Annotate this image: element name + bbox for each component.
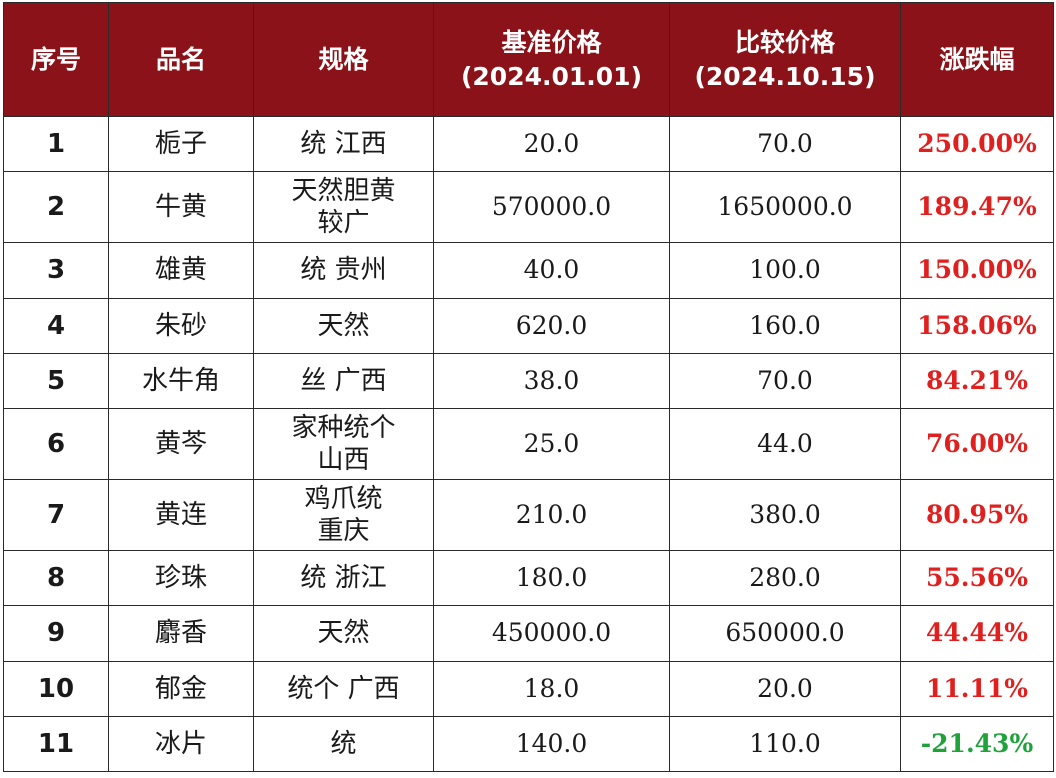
header-row: 序号 品名 规格 基准价格 (2024.01.01) 比较价格 (2024.10… <box>3 2 1054 117</box>
cell-change: 55.56% <box>900 550 1054 607</box>
cell-change: 250.00% <box>900 115 1054 173</box>
cell-spec: 天然胆黄 较广 <box>253 171 434 244</box>
cell-no: 5 <box>3 352 109 409</box>
cell-name: 黄芩 <box>108 407 254 481</box>
cell-name: 黄连 <box>108 479 254 552</box>
cell-name: 牛黄 <box>108 171 254 244</box>
table-row: 1 栀子统 江西 20.0 70.0 250.00% <box>3 115 1054 173</box>
table-row: 6 黄芩 家种统个 山西 25.0 44.0 76.00% <box>3 407 1054 481</box>
header-base-price-date: (2024.01.01) <box>460 61 642 91</box>
header-spec: 规格 <box>253 2 434 117</box>
table-row: 9 麝香 天然 450000.0 650000.0 44.44% <box>3 605 1054 662</box>
cell-base-price: 140.0 <box>433 715 670 773</box>
cell-compare-price: 160.0 <box>669 297 901 354</box>
header-base-price-label: 基准价格 <box>501 27 602 57</box>
table-header: 序号 品名 规格 基准价格 (2024.01.01) 比较价格 (2024.10… <box>3 2 1054 117</box>
cell-name: 郁金 <box>108 660 254 717</box>
cell-compare-price: 110.0 <box>669 715 901 773</box>
cell-compare-price: 380.0 <box>669 479 901 552</box>
cell-base-price: 570000.0 <box>433 171 670 244</box>
cell-spec: 统 江西 <box>253 115 434 173</box>
cell-no: 11 <box>3 715 109 773</box>
cell-no: 1 <box>3 115 109 173</box>
cell-no: 7 <box>3 479 109 552</box>
cell-spec: 天然 <box>253 605 434 662</box>
cell-base-price: 38.0 <box>433 352 670 409</box>
cell-compare-price: 70.0 <box>669 352 901 409</box>
cell-name: 朱砂 <box>108 297 254 354</box>
cell-no: 8 <box>3 550 109 607</box>
cell-no: 6 <box>3 407 109 481</box>
cell-base-price: 180.0 <box>433 550 670 607</box>
cell-name: 水牛角 <box>108 352 254 409</box>
cell-base-price: 210.0 <box>433 479 670 552</box>
header-compare-price: 比较价格 (2024.10.15) <box>669 2 901 117</box>
cell-base-price: 25.0 <box>433 407 670 481</box>
table-row: 11 冰片统 140.0 110.0 -21.43% <box>3 715 1054 773</box>
table-row: 10 郁金 统个 广西 18.0 20.0 11.11% <box>3 660 1054 717</box>
cell-compare-price: 70.0 <box>669 115 901 173</box>
table-row: 4 朱砂 天然 620.0 160.0 158.06% <box>3 297 1054 354</box>
header-change: 涨跌幅 <box>900 2 1054 117</box>
cell-base-price: 20.0 <box>433 115 670 173</box>
cell-change: 189.47% <box>900 171 1054 244</box>
header-base-price: 基准价格 (2024.01.01) <box>433 2 670 117</box>
cell-change: -21.43% <box>900 715 1054 773</box>
cell-spec: 统 <box>253 715 434 773</box>
cell-no: 2 <box>3 171 109 244</box>
table-row: 5 水牛角丝 广西 38.0 70.0 84.21% <box>3 352 1054 409</box>
cell-no: 9 <box>3 605 109 662</box>
table-row: 8 珍珠统 浙江 180.0 280.0 55.56% <box>3 550 1054 607</box>
header-compare-price-label: 比较价格 <box>734 27 835 57</box>
cell-compare-price: 280.0 <box>669 550 901 607</box>
header-no: 序号 <box>3 2 109 117</box>
cell-compare-price: 100.0 <box>669 242 901 299</box>
table-row: 7 黄连 鸡爪统 重庆 210.0 380.0 80.95% <box>3 479 1054 552</box>
cell-no: 3 <box>3 242 109 299</box>
cell-change: 76.00% <box>900 407 1054 481</box>
table-row: 3 雄黄统 贵州 40.0 100.0 150.00% <box>3 242 1054 299</box>
cell-spec: 鸡爪统 重庆 <box>253 479 434 552</box>
cell-change: 11.11% <box>900 660 1054 717</box>
cell-name: 雄黄 <box>108 242 254 299</box>
cell-name: 珍珠 <box>108 550 254 607</box>
cell-compare-price: 44.0 <box>669 407 901 481</box>
cell-name: 冰片 <box>108 715 254 773</box>
cell-compare-price: 650000.0 <box>669 605 901 662</box>
cell-base-price: 18.0 <box>433 660 670 717</box>
header-name: 品名 <box>108 2 254 117</box>
cell-no: 10 <box>3 660 109 717</box>
cell-spec: 家种统个 山西 <box>253 407 434 481</box>
cell-base-price: 620.0 <box>433 297 670 354</box>
cell-change: 158.06% <box>900 297 1054 354</box>
price-table: 序号 品名 规格 基准价格 (2024.01.01) 比较价格 (2024.10… <box>3 2 1054 773</box>
table-body: 1 栀子统 江西 20.0 70.0 250.00% 2 牛黄 天然胆黄 较广 570000.0… <box>3 115 1054 773</box>
cell-spec: 统个 广西 <box>253 660 434 717</box>
table-row: 2 牛黄 天然胆黄 较广 570000.0 1650000.0 189.47% <box>3 171 1054 244</box>
cell-spec: 丝 广西 <box>253 352 434 409</box>
cell-compare-price: 20.0 <box>669 660 901 717</box>
cell-change: 80.95% <box>900 479 1054 552</box>
cell-name: 栀子 <box>108 115 254 173</box>
cell-no: 4 <box>3 297 109 354</box>
cell-spec: 天然 <box>253 297 434 354</box>
cell-spec: 统 贵州 <box>253 242 434 299</box>
cell-change: 44.44% <box>900 605 1054 662</box>
cell-name: 麝香 <box>108 605 254 662</box>
cell-compare-price: 1650000.0 <box>669 171 901 244</box>
cell-change: 84.21% <box>900 352 1054 409</box>
header-compare-price-date: (2024.10.15) <box>694 61 876 91</box>
cell-base-price: 40.0 <box>433 242 670 299</box>
cell-base-price: 450000.0 <box>433 605 670 662</box>
cell-change: 150.00% <box>900 242 1054 299</box>
cell-spec: 统 浙江 <box>253 550 434 607</box>
